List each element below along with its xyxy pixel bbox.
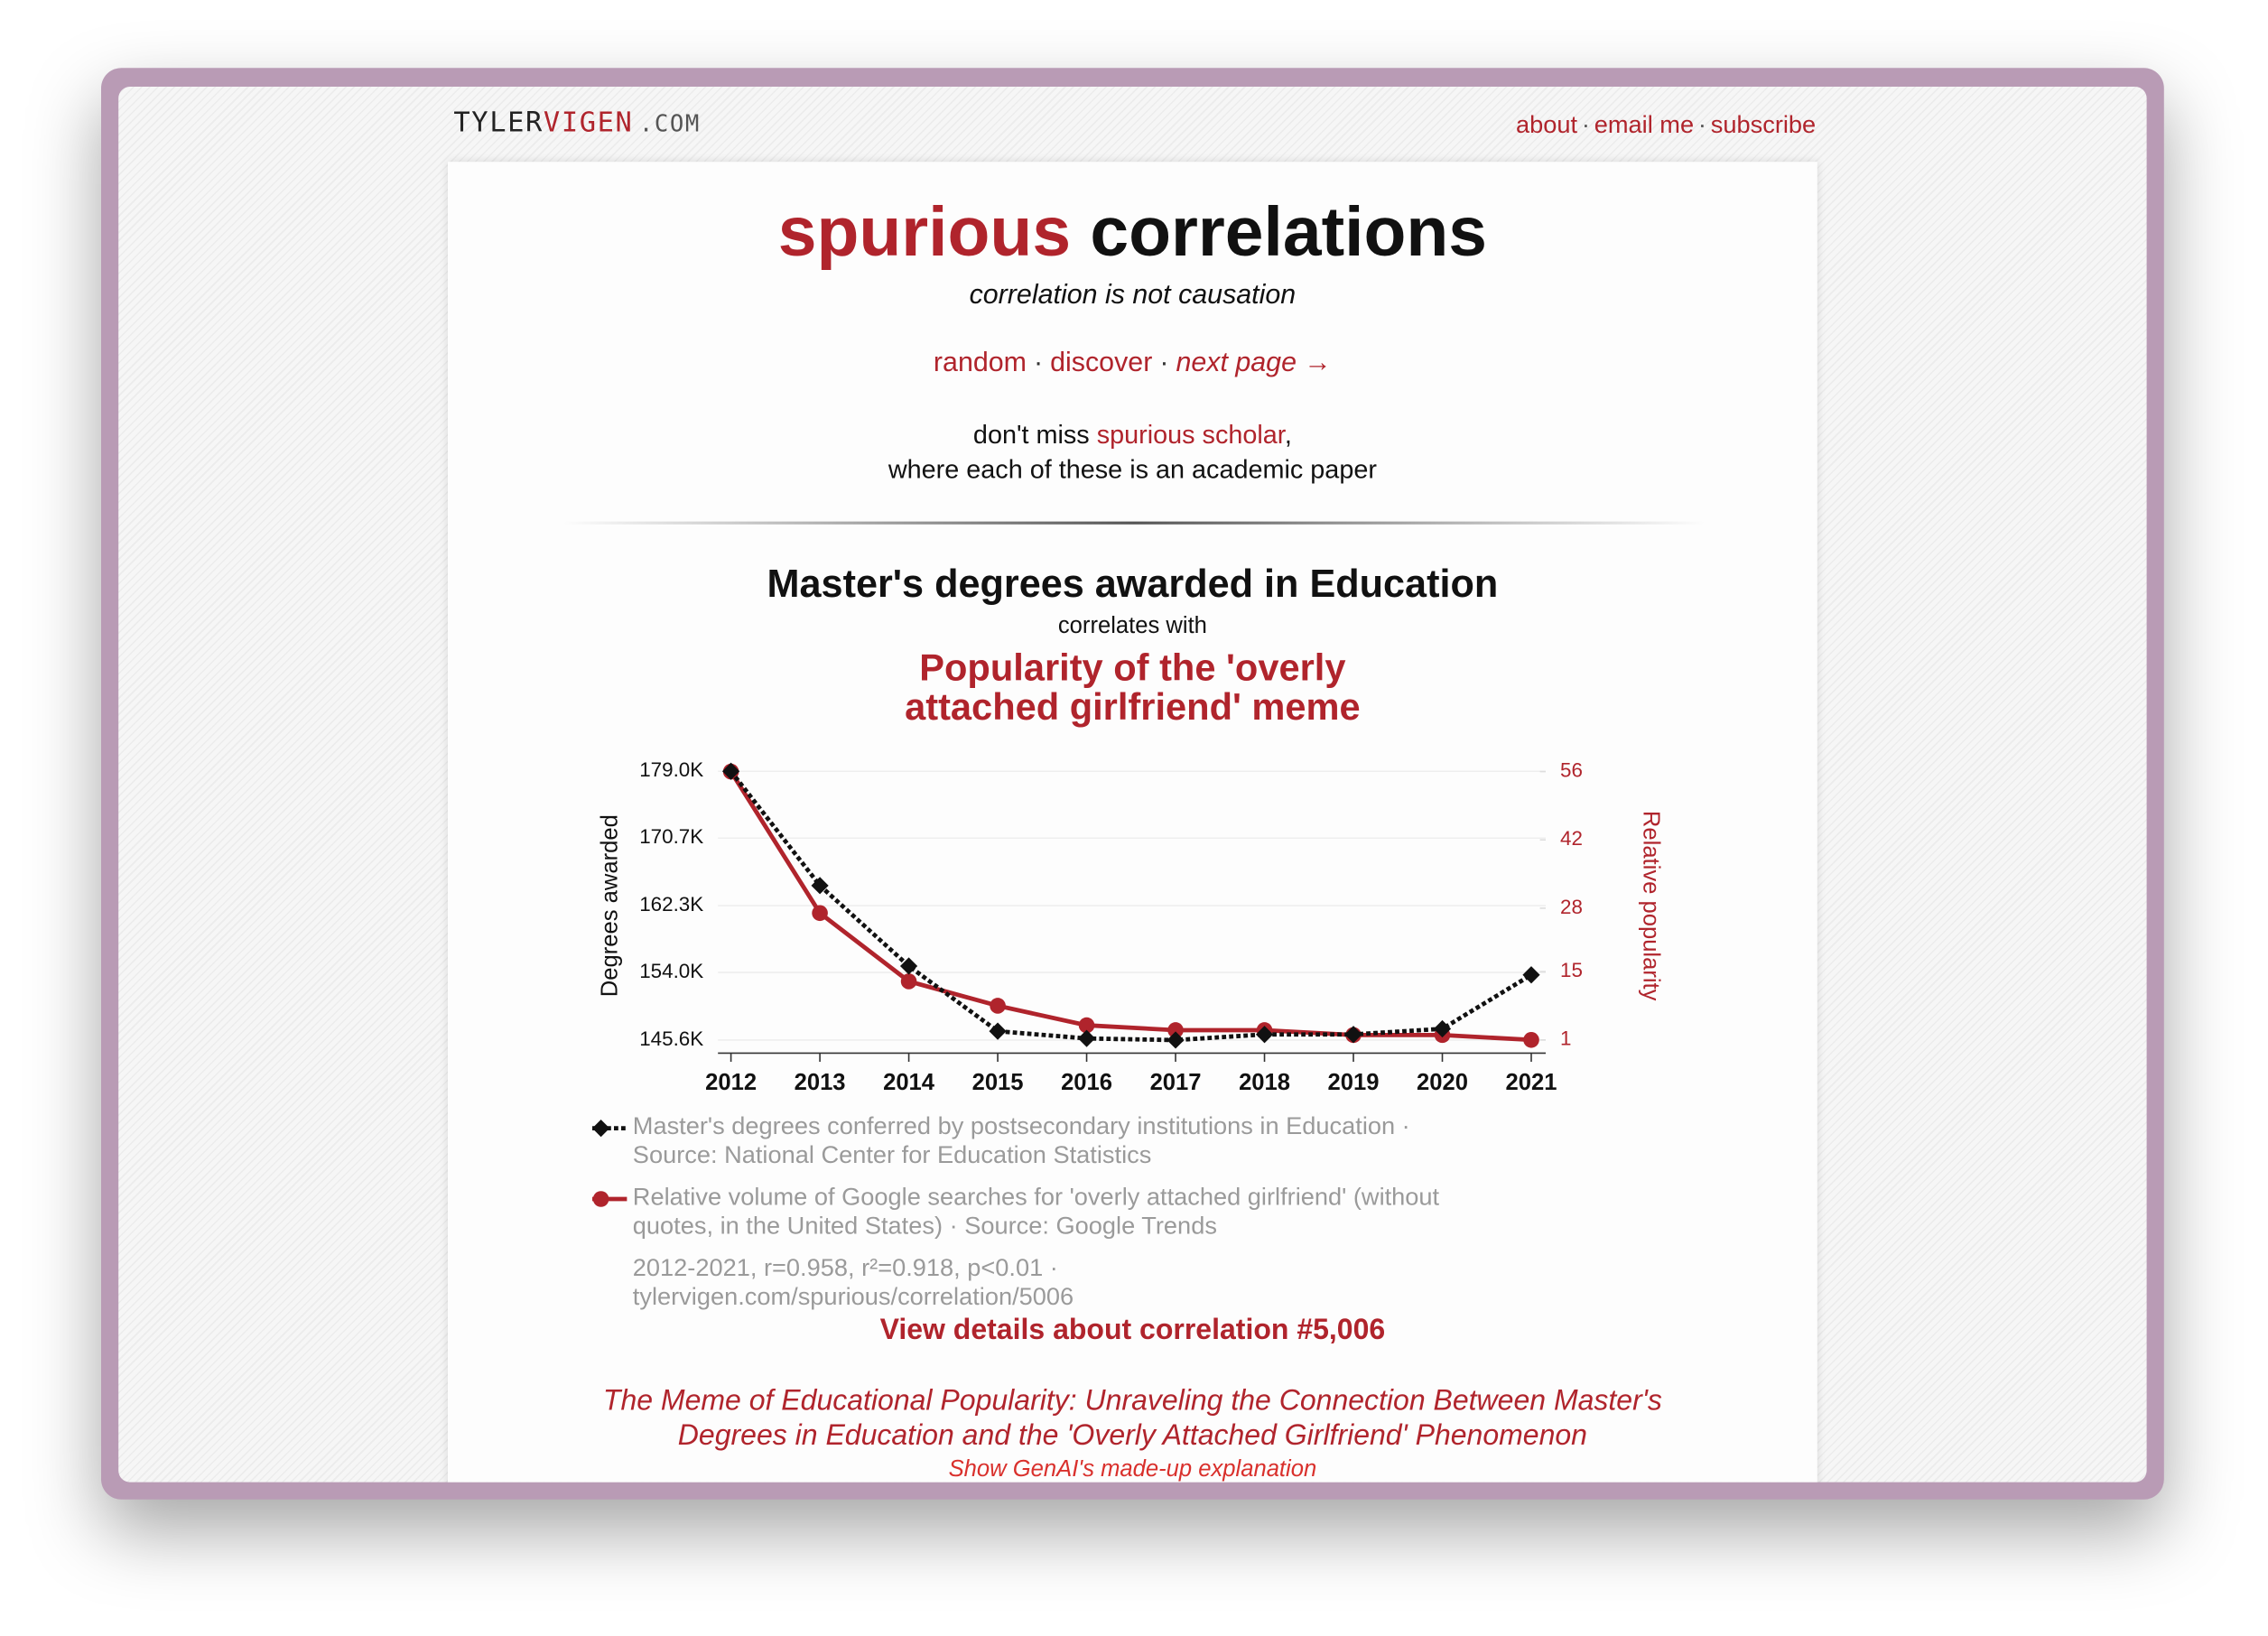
content-card: spurious correlations correlation is not… — [448, 162, 1817, 1483]
paper-title[interactable]: The Meme of Educational Popularity: Unra… — [602, 1385, 1662, 1452]
series-line — [729, 770, 1532, 1043]
viewport: TylerVigen .com about · email me · subscribe … — [118, 87, 2147, 1483]
x-tick-label: 2014 — [883, 1070, 935, 1095]
legend-item: Relative volume of Google searches for '… — [590, 1183, 1464, 1241]
browser-window: TylerVigen .com about · email me · subscribe … — [101, 68, 2164, 1500]
logo-text: .com — [638, 109, 701, 137]
marker — [1077, 1029, 1096, 1047]
explanation-link[interactable]: Show GenAI's made-up explanation — [948, 1457, 1317, 1483]
y2-tick-label: 1 — [1560, 1027, 1571, 1050]
legend: Master's degrees conferred by postsecond… — [590, 1112, 1485, 1312]
separator: · — [1159, 348, 1169, 379]
marker — [1522, 966, 1540, 984]
y-tick-label: 145.6K — [639, 1027, 703, 1050]
x-tick-label: 2015 — [972, 1070, 1024, 1095]
promo-text: where each of these is an academic paper — [888, 455, 1377, 484]
legend-item: Master's degrees conferred by postsecond… — [590, 1112, 1464, 1170]
nav: about · email me · subscribe — [1516, 111, 1816, 140]
y2-tick-label: 42 — [1560, 827, 1583, 850]
title-word: spurious — [777, 195, 1072, 272]
x-tick-label: 2018 — [1239, 1070, 1290, 1095]
marker — [592, 1191, 609, 1207]
y-axis-label: Degrees awarded — [598, 814, 623, 997]
promo-link[interactable]: spurious scholar — [1096, 420, 1285, 450]
series-line — [729, 769, 1533, 1043]
chart-title: Master's degrees awarded in Education — [767, 562, 1499, 606]
logo-text: Vigen — [543, 107, 634, 139]
y2-tick-label: 28 — [1560, 896, 1583, 918]
y2-axis-label: Relative popularity — [1638, 811, 1663, 1001]
plot: 145.6K 154.0K 162.3K 170.7K 179.0K 1 15 28 42 56 2… — [598, 758, 1664, 1095]
separator: · — [1581, 111, 1590, 139]
marker — [812, 905, 828, 922]
link[interactable]: discover — [1050, 348, 1153, 379]
marker — [900, 973, 917, 990]
title-word: correlations — [1090, 195, 1488, 272]
marker — [1255, 1026, 1274, 1044]
x-tick-label: 2020 — [1417, 1070, 1468, 1095]
y2-tick-label: 15 — [1560, 959, 1583, 981]
connector: correlates with — [1057, 614, 1207, 639]
marker — [1078, 1017, 1095, 1034]
marker — [989, 1022, 1007, 1040]
promo: don't miss spurious scholar, where each o… — [448, 417, 1817, 487]
marker — [592, 1120, 610, 1138]
y-tick-label: 179.0K — [639, 758, 703, 781]
separator: · — [1697, 111, 1706, 139]
legend-swatch — [591, 1120, 627, 1138]
y-tick-label: 170.7K — [639, 825, 703, 848]
hero-links: random · discover · next page → — [448, 349, 1817, 380]
x-tick-label: 2019 — [1328, 1070, 1380, 1095]
link[interactable]: random — [933, 348, 1027, 379]
tagline: correlation is not causation — [969, 280, 1297, 311]
chart: 145.6K 154.0K 162.3K 170.7K 179.0K 1 15 28 42 56 2… — [598, 758, 1664, 1095]
details-link[interactable]: View details about correlation #5,006 — [879, 1315, 1386, 1347]
x-tick-label: 2017 — [1150, 1070, 1202, 1095]
legend-swatch — [591, 1191, 627, 1207]
nav-link[interactable]: about — [1516, 111, 1578, 139]
marker — [990, 998, 1006, 1014]
separator: · — [1034, 348, 1044, 379]
divider — [563, 521, 1705, 525]
y-tick-label: 162.3K — [639, 893, 703, 916]
stats: 2012-2021, r=0.958, r²=0.918, p<0.01 · t… — [632, 1253, 1074, 1311]
x-tick-label: 2021 — [1506, 1070, 1557, 1095]
legend-label: Master's degrees conferred by postsecond… — [632, 1112, 1410, 1169]
marker — [1523, 1031, 1539, 1048]
promo-text: , — [1284, 420, 1292, 450]
nav-link[interactable]: email me — [1594, 111, 1695, 139]
nav-link[interactable]: subscribe — [1710, 111, 1817, 139]
promo-text: don't miss — [972, 420, 1090, 450]
y2-tick-label: 56 — [1560, 759, 1583, 782]
chart-subtitle: Popularity of the 'overly attached girlf… — [905, 646, 1361, 729]
site-title: spurious correlations — [448, 193, 1817, 273]
y-tick-label: 154.0K — [639, 960, 703, 982]
marker — [1167, 1022, 1184, 1038]
logo-text: Tyler — [453, 107, 544, 139]
link[interactable]: next page → — [1176, 348, 1332, 379]
x-tick-label: 2016 — [1061, 1070, 1112, 1095]
legend-label: Relative volume of Google searches for '… — [632, 1183, 1440, 1240]
logo[interactable]: TylerVigen .com — [453, 107, 701, 138]
marker — [811, 877, 829, 895]
x-tick-label: 2013 — [795, 1070, 846, 1095]
marker — [722, 762, 740, 780]
marker — [1344, 1026, 1362, 1044]
x-tick-label: 2012 — [705, 1070, 757, 1095]
